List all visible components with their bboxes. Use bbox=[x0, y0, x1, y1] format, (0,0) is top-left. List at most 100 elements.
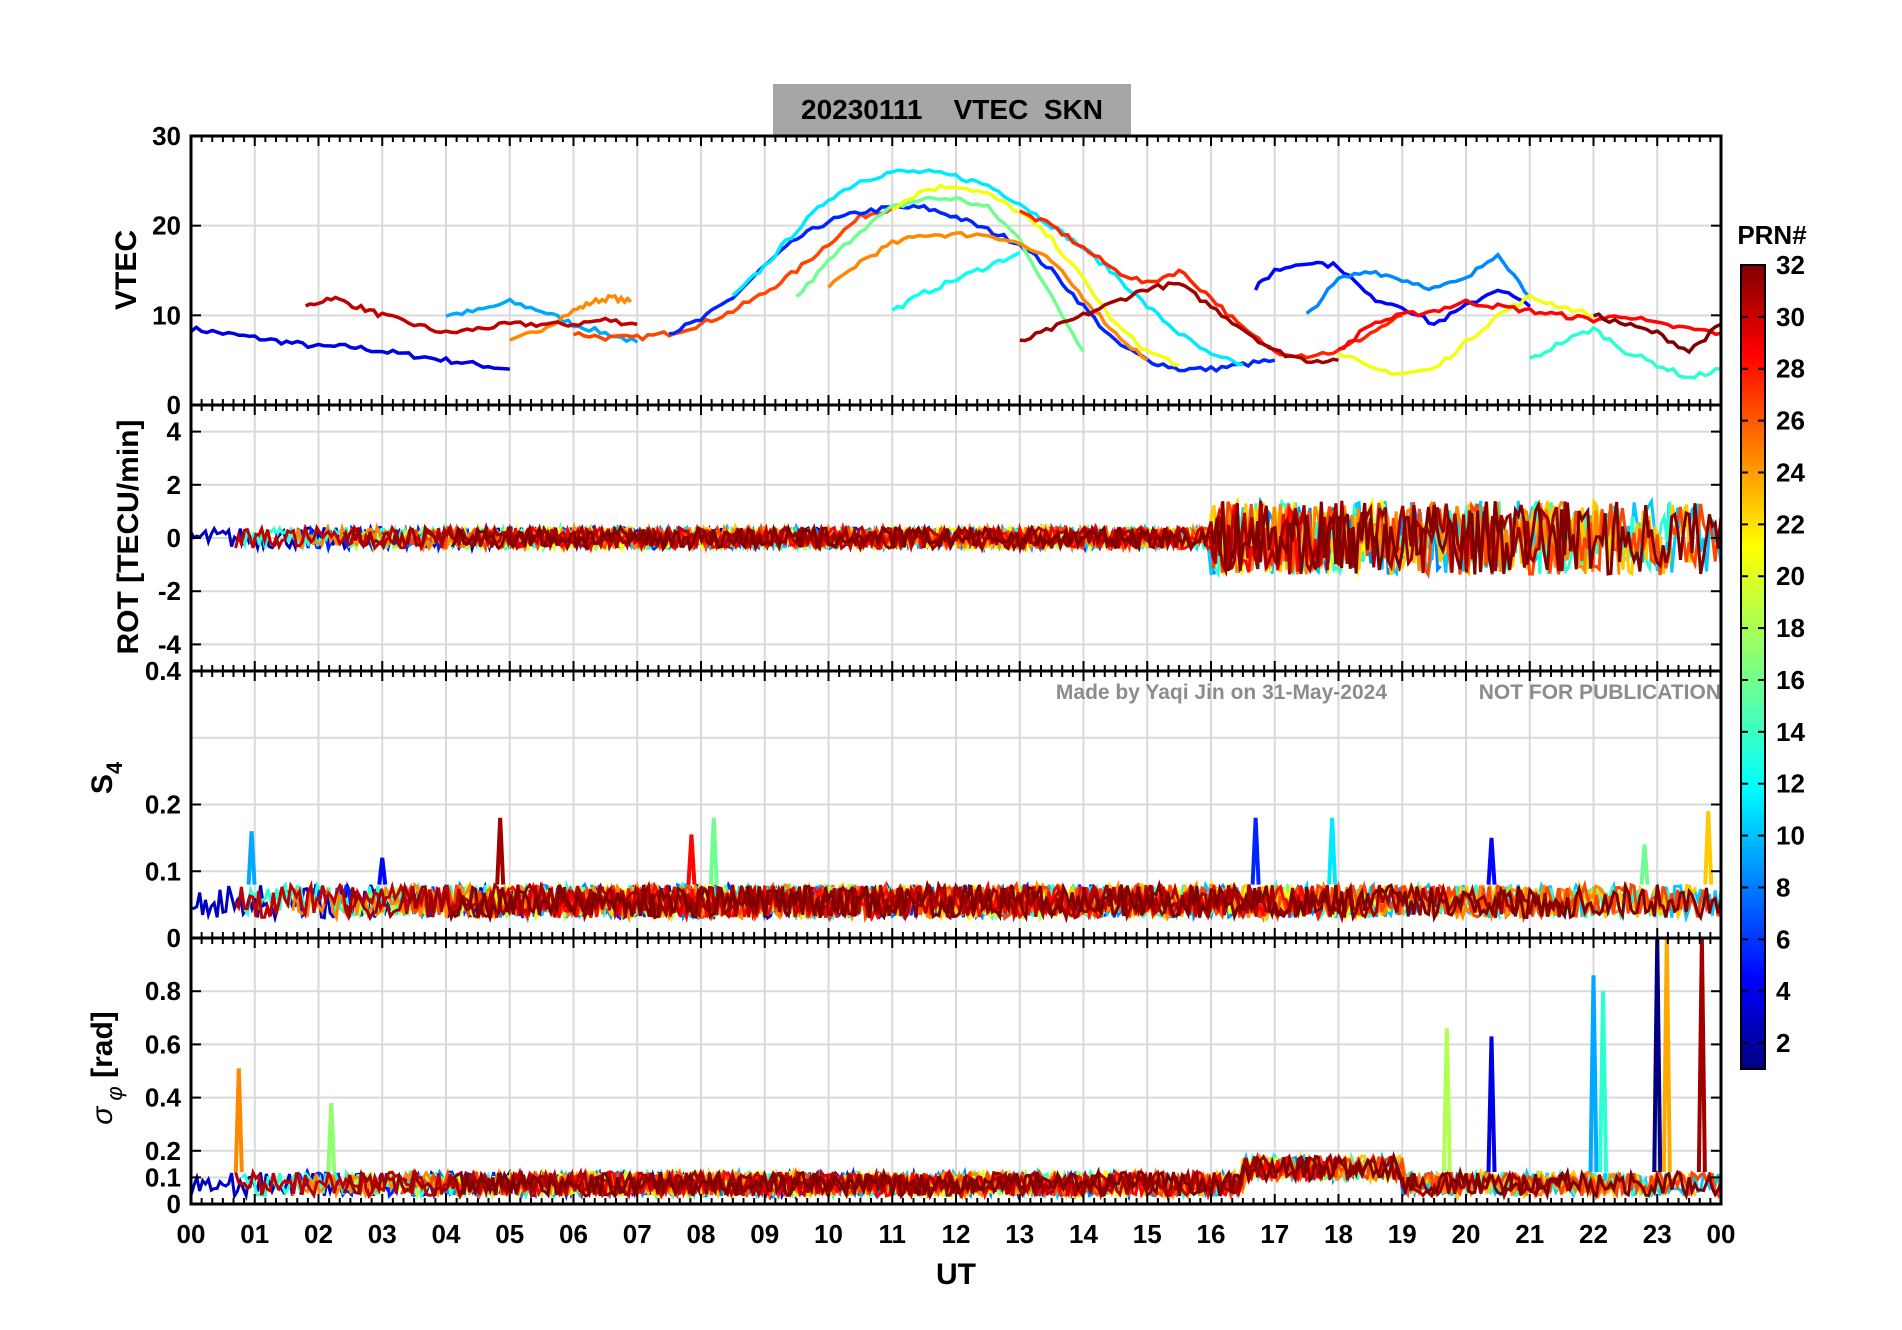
y-tick-label: 0 bbox=[167, 390, 181, 420]
y-tick-label: 0.4 bbox=[145, 1083, 182, 1113]
x-tick-label: 17 bbox=[1260, 1219, 1289, 1249]
x-tick-label: 01 bbox=[240, 1219, 269, 1249]
x-tick-label: 23 bbox=[1643, 1219, 1672, 1249]
trace-prn-30 bbox=[234, 880, 1264, 922]
x-tick-label: 16 bbox=[1197, 1219, 1226, 1249]
y-tick-label: -4 bbox=[158, 629, 182, 659]
x-tick-label: 18 bbox=[1324, 1219, 1353, 1249]
colorbar-tick-label: 12 bbox=[1776, 769, 1805, 799]
y-tick-label: 0.6 bbox=[145, 1029, 181, 1059]
colorbar-tick-label: 10 bbox=[1776, 821, 1805, 851]
spike-prn-18 bbox=[1441, 1028, 1452, 1173]
x-tick-label: 15 bbox=[1133, 1219, 1162, 1249]
colorbar-tick-label: 22 bbox=[1776, 509, 1805, 539]
colorbar-tick-label: 28 bbox=[1776, 354, 1805, 384]
colorbar-tick-label: 16 bbox=[1776, 665, 1805, 695]
colorbar-tick-label: 24 bbox=[1776, 457, 1805, 487]
vtec-trace-prn-16 bbox=[795, 195, 1085, 353]
spike-prn-10 bbox=[246, 831, 257, 885]
y-tick-label: 0.1 bbox=[145, 1162, 181, 1192]
rot-panel: -4 -2 0 2 4 bbox=[158, 403, 1723, 673]
vtec-trace-prn-20 bbox=[891, 183, 1180, 367]
data-traces bbox=[190, 811, 1723, 924]
y-tick-label: 0 bbox=[167, 923, 181, 953]
colorbar-tick-label: 18 bbox=[1776, 613, 1805, 643]
x-tick-label: 12 bbox=[942, 1219, 971, 1249]
x-tick-label: 08 bbox=[687, 1219, 716, 1249]
x-tick-labels: 00 01 02 03 04 05 06 07 08 09 10 11 12 13 14 15 16 17 18 19… bbox=[177, 1219, 1736, 1249]
x-tick-label: 20 bbox=[1452, 1219, 1481, 1249]
colorbar-tick-label: 2 bbox=[1776, 1028, 1790, 1058]
colorbar-tick-label: 20 bbox=[1776, 561, 1805, 591]
vtec-trace-prn-28 bbox=[1338, 298, 1722, 351]
figure-title: 20230111 VTEC SKN bbox=[801, 94, 1103, 125]
x-tick-label: 11 bbox=[879, 1219, 907, 1249]
data-traces bbox=[189, 168, 1722, 380]
y-tick-label: 0.4 bbox=[145, 656, 182, 686]
x-tick-label: 00 bbox=[177, 1219, 206, 1249]
y-tick-label: 0.2 bbox=[145, 790, 181, 820]
colorbar-gradient bbox=[1740, 264, 1766, 1070]
spike-prn-5 bbox=[1486, 837, 1497, 885]
trace-prn-28 bbox=[508, 1151, 1340, 1202]
figure-title-box: 20230111 VTEC SKN bbox=[773, 84, 1131, 135]
x-tick-label: 14 bbox=[1069, 1219, 1098, 1249]
x-axis-label: UT bbox=[936, 1258, 976, 1291]
vtec-trace-prn-26 bbox=[572, 206, 894, 343]
spike-prn-4 bbox=[1486, 1036, 1497, 1173]
data-traces bbox=[189, 496, 1723, 580]
x-tick-label: 10 bbox=[814, 1219, 843, 1249]
colorbar-tick-label: 26 bbox=[1776, 406, 1805, 436]
vtec-trace-prn-27 bbox=[1019, 209, 1403, 360]
vtec-trace-prn-12 bbox=[731, 168, 1243, 367]
vtec-panel: 0 10 20 30 bbox=[152, 121, 1723, 420]
x-tick-label: 06 bbox=[559, 1219, 588, 1249]
y-tick-label: 30 bbox=[152, 121, 181, 151]
vtec-trace-prn-10 bbox=[445, 297, 639, 344]
y-tick-label: 4 bbox=[167, 417, 182, 447]
y-tick-label: -2 bbox=[158, 576, 181, 606]
spike-prn-31 bbox=[495, 817, 506, 885]
trace-prn-32 bbox=[451, 499, 1723, 576]
x-tick-label: 22 bbox=[1579, 1219, 1608, 1249]
vtec-trace-prn-14 bbox=[1529, 325, 1722, 380]
s4-axis-label: S4 bbox=[86, 761, 127, 794]
x-tick-label: 00 bbox=[1707, 1219, 1736, 1249]
spike-prn-28 bbox=[686, 834, 697, 885]
spike-prn-6 bbox=[1250, 817, 1261, 885]
spike-prn-10 bbox=[1588, 975, 1599, 1173]
trace-prn-32 bbox=[451, 879, 1723, 924]
x-tick-label: 13 bbox=[1005, 1219, 1034, 1249]
x-tick-label: 19 bbox=[1388, 1219, 1417, 1249]
spike-prn-14 bbox=[1598, 991, 1609, 1173]
rot-axis-label: ROT [TECU/min] bbox=[112, 420, 145, 655]
sigma-phi-panel: 00.10.2 0.4 0.6 0.8 bbox=[145, 936, 1723, 1219]
x-tick-label: 04 bbox=[432, 1219, 461, 1249]
trace-prn-32 bbox=[451, 1150, 1723, 1201]
spike-prn-5 bbox=[377, 857, 388, 885]
x-tick-label: 03 bbox=[368, 1219, 397, 1249]
x-tick-label: 07 bbox=[623, 1219, 652, 1249]
colorbar-tick-label: 14 bbox=[1776, 717, 1805, 747]
spike-prn-12 bbox=[1327, 817, 1338, 885]
colorbar-tick-label: 8 bbox=[1776, 872, 1790, 902]
y-tick-label: 2 bbox=[167, 470, 181, 500]
vtec-trace-prn-31 bbox=[1019, 281, 1339, 365]
watermark-author: Made by Yaqi Jin on 31-May-2024 bbox=[1056, 681, 1387, 704]
s4-panel: 0 0.1 0.2 0.4 bbox=[145, 656, 1723, 953]
y-tick-label: 0.2 bbox=[145, 1136, 181, 1166]
colorbar-tick-label: 32 bbox=[1776, 250, 1805, 280]
vtec-trace-prn-9 bbox=[1305, 252, 1532, 315]
colorbar-tick-label: 30 bbox=[1776, 302, 1805, 332]
vtec-trace-prn-5 bbox=[1254, 260, 1531, 327]
colorbar-tick-label: 6 bbox=[1776, 924, 1790, 954]
vtec-trace-prn-13 bbox=[891, 251, 1021, 312]
watermark-notice: NOT FOR PUBLICATION bbox=[1479, 681, 1721, 704]
spike-prn-22 bbox=[1703, 811, 1714, 885]
x-tick-label: 21 bbox=[1515, 1219, 1544, 1249]
y-tick-label: 0.8 bbox=[145, 976, 181, 1006]
y-tick-label: 0.1 bbox=[145, 856, 181, 886]
